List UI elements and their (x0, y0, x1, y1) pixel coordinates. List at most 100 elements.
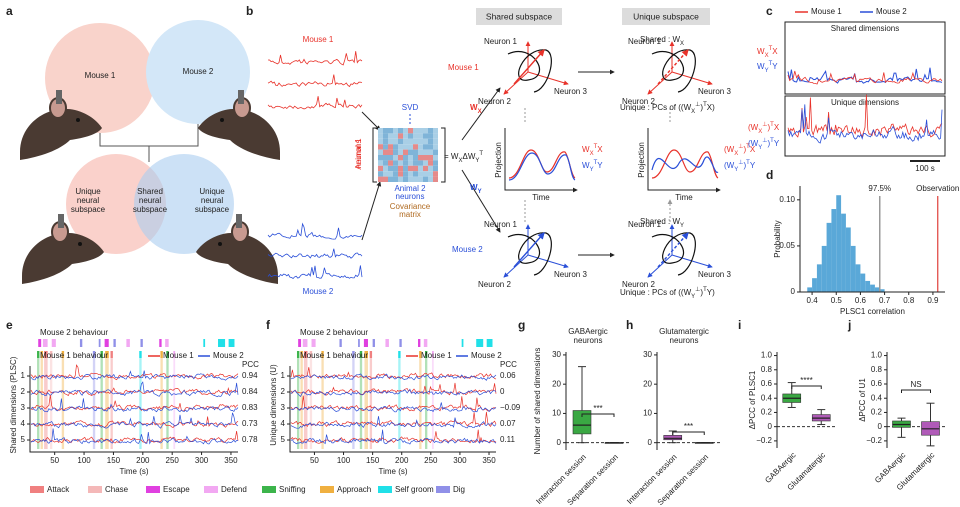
formula-part: X (758, 129, 762, 135)
behaviour-event (321, 351, 324, 358)
matrix-cell (418, 144, 423, 150)
behaviour-event (300, 351, 303, 358)
formula: Unique : PCs of ((WY⊥)TY) (620, 286, 715, 300)
matrix-cell (408, 160, 413, 166)
formula-part: X (772, 47, 778, 56)
behaviour-event (399, 339, 402, 347)
matrix-cell (378, 128, 383, 134)
pcc-value: 0 (500, 387, 505, 396)
formula-part: Y) (707, 288, 715, 297)
label: Mouse 2 (213, 351, 244, 360)
behaviour-event (228, 339, 235, 347)
matrix-cell (428, 155, 433, 161)
arrow (361, 181, 382, 241)
trace (30, 416, 239, 429)
panel-label: h (626, 318, 633, 332)
histogram-bar (874, 287, 880, 292)
matrix-cell (408, 176, 413, 182)
x-tick-label: 300 (453, 456, 467, 465)
y-tick-label: 0 (768, 422, 773, 431)
formula-part: Y (734, 167, 738, 173)
mouse-illustration (20, 90, 102, 160)
trace (30, 381, 239, 398)
x-tick-label: 0.6 (855, 296, 867, 305)
label: Unique (75, 187, 101, 196)
behaviour-event (92, 351, 96, 358)
histogram-bar (836, 195, 842, 292)
significance-bracket (901, 389, 931, 393)
matrix-cell (398, 144, 403, 150)
matrix-cell (388, 149, 393, 155)
trajectory (507, 232, 552, 276)
matrix-cell (388, 133, 393, 139)
curve (508, 149, 576, 179)
formula-part: Y (478, 189, 482, 195)
pcc-value: 0.73 (242, 419, 258, 428)
mouse-1-circle (45, 23, 155, 133)
formula-part: ) (700, 103, 703, 112)
matrix-cell (378, 144, 383, 150)
y-tick-label: 20 (552, 379, 561, 388)
legend-swatch (378, 486, 392, 493)
y-tick-label: 0.8 (871, 365, 883, 374)
behaviour-event (126, 339, 130, 347)
formula-part: Shared : W (640, 217, 680, 226)
header: Shared subspace (486, 11, 552, 21)
behaviour-stripe (398, 351, 401, 449)
implant (58, 214, 64, 228)
behaviour-event (139, 351, 142, 358)
label: Neuron 3 (698, 87, 731, 96)
y-tick-label: 10 (552, 409, 561, 418)
chart-title: Glutamatergic (659, 327, 709, 336)
matrix-cell (383, 133, 388, 139)
behaviour-event (166, 351, 169, 358)
label: PCC (500, 360, 517, 369)
matrix-cell (398, 160, 403, 166)
matrix-cell (423, 144, 428, 150)
trace (30, 370, 239, 381)
matrix-cell (388, 160, 393, 166)
label: Mouse 2 behaviour (40, 328, 108, 337)
mouse-body (22, 232, 104, 284)
formula: WX (470, 103, 482, 114)
behaviour-stripe (173, 351, 176, 449)
formula-part: (W (748, 123, 759, 132)
trace (30, 394, 239, 412)
formula-part: Y (774, 139, 780, 148)
legend-label: Chase (105, 485, 129, 494)
matrix-cell (393, 149, 398, 155)
label: Shared (137, 187, 163, 196)
axes (799, 186, 945, 293)
matrix-cell (403, 144, 408, 150)
trace (290, 373, 497, 381)
trace (268, 51, 363, 66)
behaviour-event (218, 339, 226, 347)
matrix-cell (403, 149, 408, 155)
behaviour-event (38, 339, 42, 347)
formula-part: ⊥ (695, 101, 700, 108)
panel-label: f (266, 318, 271, 332)
formula-part: ⊥ (738, 159, 743, 166)
matrix-cell (393, 171, 398, 177)
matrix-cell (418, 165, 423, 172)
formula: WXTX (757, 46, 778, 59)
pcc-value: 0.11 (500, 435, 516, 444)
matrix-cell (393, 128, 398, 134)
legend-label: Sniffing (279, 485, 306, 494)
mouse-2-circle (146, 20, 250, 124)
behaviour-event (44, 351, 48, 358)
formula-part: Y (597, 161, 603, 170)
panel-c: Mouse 1 Mouse 2 Shared dimensions Unique… (748, 7, 946, 173)
legend-swatch (262, 486, 276, 493)
trace (30, 398, 239, 413)
trace (267, 74, 363, 88)
pcc-value: 0.78 (242, 435, 258, 444)
trace (787, 94, 943, 138)
behaviour-event (296, 351, 300, 358)
matrix-cell (383, 155, 388, 161)
formula-part: ) (767, 139, 770, 148)
trace (290, 429, 497, 444)
matrix-cell (388, 144, 393, 150)
matrix-cell (378, 165, 383, 172)
frame (784, 95, 946, 157)
